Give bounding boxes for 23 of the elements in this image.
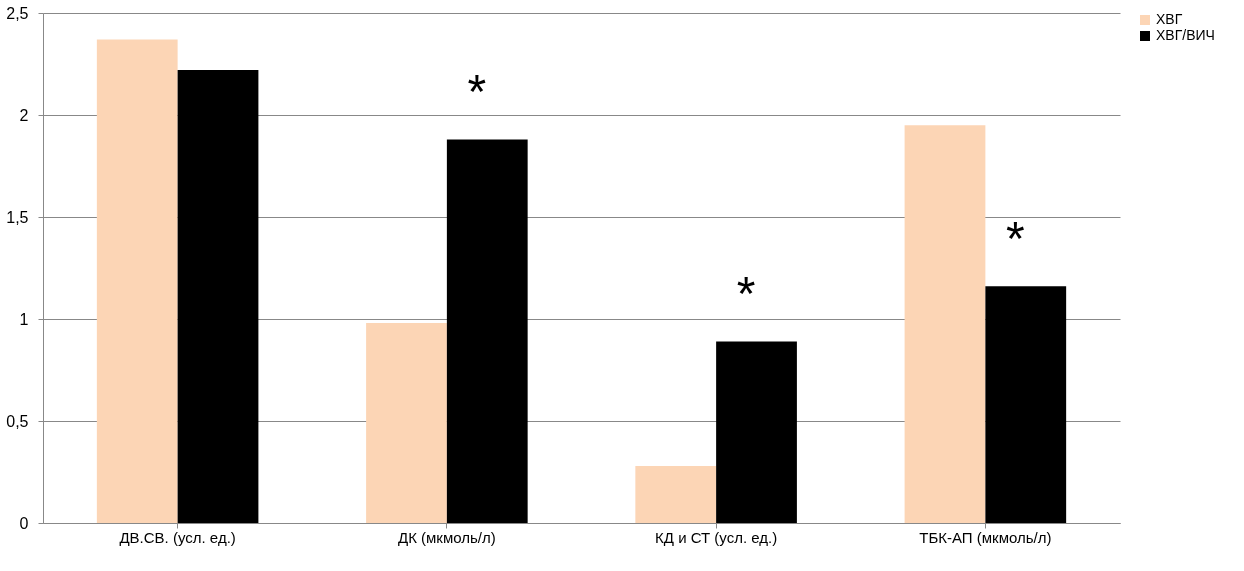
- y-tick-label: 2,5: [6, 4, 29, 22]
- bar: [446, 139, 528, 523]
- bar: [985, 286, 1067, 523]
- legend-label: ХВГ: [1156, 11, 1183, 27]
- y-tick-label: 2: [19, 106, 29, 124]
- y-tick-label: 0,5: [6, 412, 29, 430]
- x-tick-label: ДК (мкмоль/л): [398, 528, 496, 546]
- bar: [635, 465, 717, 523]
- x-tick-label: ДВ.СВ. (усл. ед.): [119, 528, 236, 546]
- legend-label: ХВГ/ВИЧ: [1156, 27, 1215, 43]
- annotation: *: [736, 267, 756, 321]
- x-tick-label: КД и СТ (усл. ед.): [655, 528, 778, 546]
- bar: [904, 125, 986, 523]
- x-tick-label: ТБК-АП (мкмоль/л): [919, 528, 1052, 546]
- annotation: *: [1006, 212, 1025, 266]
- y-tick-label: 0: [19, 514, 29, 532]
- annotation: *: [467, 65, 487, 119]
- y-tick-label: 1: [19, 310, 29, 328]
- bar: [96, 39, 178, 523]
- bar: [366, 323, 447, 523]
- bar: [177, 70, 259, 523]
- y-tick-label: 1,5: [6, 208, 29, 226]
- bar: [716, 341, 797, 523]
